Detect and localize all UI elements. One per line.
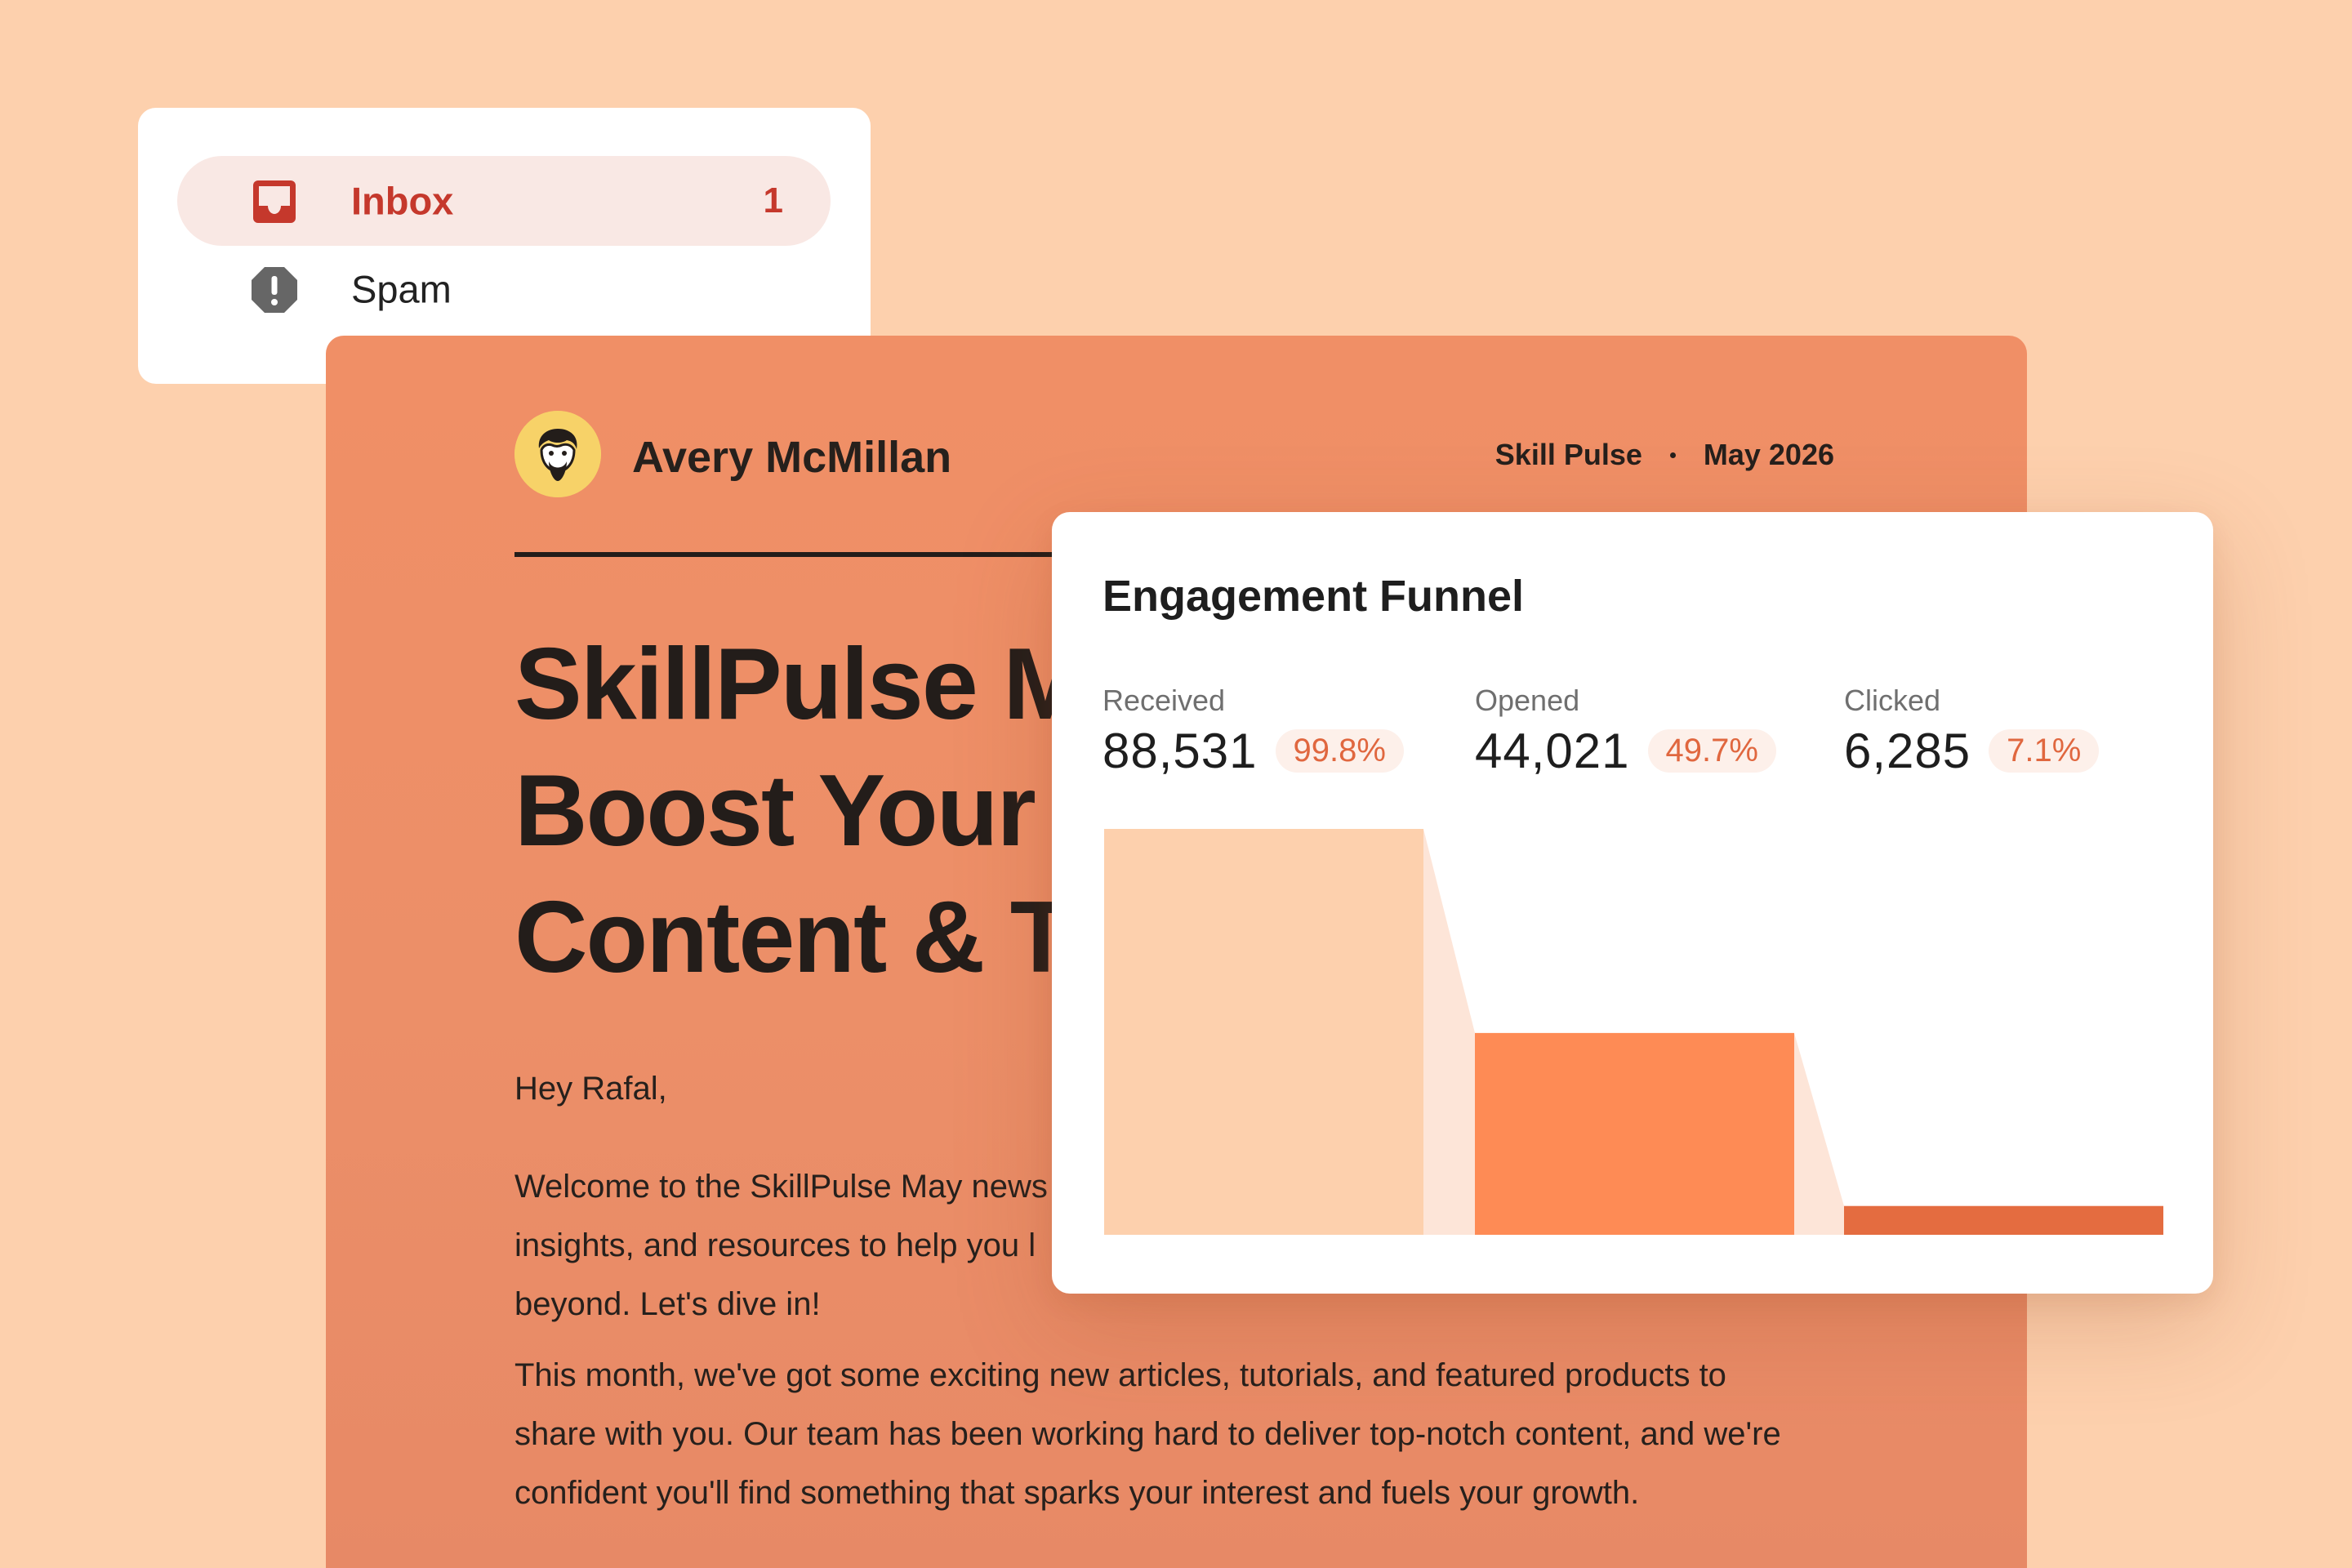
stat-value: 88,531 [1102, 724, 1258, 778]
stat-opened: Opened 44,021 49.7% [1475, 684, 1776, 779]
sender-name: Avery McMillan [632, 433, 952, 482]
funnel-connector [1423, 829, 1475, 1235]
funnel-bar-opened [1475, 1032, 1794, 1235]
headline-line: Boost Your S [514, 755, 1129, 867]
funnel-chart [1104, 829, 2163, 1235]
funnel-bar-received [1104, 829, 1423, 1235]
paragraph-line: confident you'll find something that spa… [514, 1475, 1640, 1511]
stat-percent-badge: 7.1% [1989, 729, 2100, 773]
headline-line: Content & T [514, 881, 1072, 994]
headline-line: SkillPulse M [514, 628, 1088, 741]
stat-value: 44,021 [1475, 724, 1630, 778]
stat-label: Clicked [1844, 684, 1941, 717]
avatar [514, 411, 601, 497]
funnel-bar-clicked [1844, 1205, 2163, 1235]
folder-inbox-label: Inbox [351, 179, 454, 223]
inbox-icon [253, 180, 296, 223]
newsletter-meta: Skill Pulse May 2026 [1495, 438, 1834, 472]
separator-dot [1669, 452, 1676, 458]
stat-received: Received 88,531 99.8% [1102, 684, 1404, 779]
newsletter-date: May 2026 [1703, 438, 1834, 471]
folder-spam-label: Spam [351, 267, 452, 311]
stat-percent-badge: 99.8% [1275, 729, 1404, 773]
stat-value: 6,285 [1844, 724, 1971, 778]
stat-label: Opened [1475, 684, 1580, 717]
folder-spam[interactable]: Spam [177, 244, 831, 334]
avatar-illustration-icon [514, 411, 601, 497]
funnel-connector [1794, 1032, 1844, 1235]
funnel-title: Engagement Funnel [1102, 572, 1525, 621]
email-headline: SkillPulse M Boost Your S Content & T [514, 621, 1903, 1001]
email-intro-paragraph: Welcome to the SkillPulse May news insig… [514, 1157, 1396, 1334]
folder-inbox[interactable]: Inbox 1 [177, 156, 831, 246]
paragraph-line: share with you. Our team has been workin… [514, 1416, 1781, 1452]
engagement-funnel-card: Engagement Funnel Received 88,531 99.8% … [1052, 512, 2213, 1294]
inbox-unread-count: 1 [763, 180, 783, 220]
stat-clicked: Clicked 6,285 7.1% [1844, 684, 2100, 779]
spam-icon [252, 267, 297, 313]
paragraph-line: This month, we've got some exciting new … [514, 1357, 1726, 1393]
stat-label: Received [1102, 684, 1226, 717]
paragraph-line: insights, and resources to help you l [514, 1227, 1036, 1263]
paragraph-line: Welcome to the SkillPulse May news [514, 1169, 1048, 1205]
newsletter-name: Skill Pulse [1494, 438, 1642, 471]
stat-percent-badge: 49.7% [1647, 729, 1776, 773]
email-body-paragraph: This month, we've got some exciting new … [514, 1346, 1903, 1522]
email-greeting: Hey Rafal, [514, 1071, 667, 1107]
paragraph-line: beyond. Let's dive in! [514, 1286, 821, 1322]
